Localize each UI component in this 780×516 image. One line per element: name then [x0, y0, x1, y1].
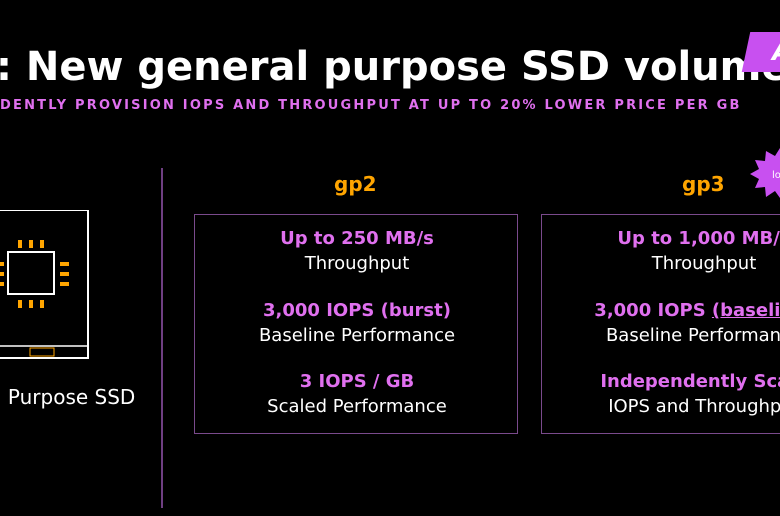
gp3-throughput-label: Throughput: [651, 253, 757, 274]
gp2-title: gp2: [334, 172, 377, 196]
gp3-scale-label: IOPS and Throughput: [608, 396, 780, 417]
vertical-divider: [161, 168, 163, 508]
slide-subtitle: DENTLY PROVISION IOPS AND THROUGHPUT AT …: [0, 98, 742, 113]
gp3-baseline-value: 3,000 IOPS (baseline): [542, 299, 780, 323]
gp2-baseline-label: Baseline Performance: [258, 325, 456, 346]
gp3-baseline-value-underlined: (baseline): [711, 300, 780, 321]
corner-badge: A: [741, 32, 780, 72]
gp3-baseline-label: Baseline Performance: [605, 325, 780, 346]
gp3-title: gp3: [682, 172, 725, 196]
gp2-throughput-label: Throughput: [304, 253, 410, 274]
gp3-throughput-value: Up to 1,000 MB/s: [617, 228, 780, 249]
ssd-label: l Purpose SSD: [0, 385, 136, 409]
gp3-stat-throughput: Up to 1,000 MB/s Throughput: [542, 227, 780, 277]
slide-title: : New general purpose SSD volume: [0, 44, 780, 90]
burst-badge-icon: lo: [750, 148, 780, 198]
gp2-throughput-value: Up to 250 MB/s: [280, 228, 434, 249]
gp3-box: Up to 1,000 MB/s Throughput 3,000 IOPS (…: [541, 214, 780, 434]
gp2-stat-baseline: 3,000 IOPS (burst) Baseline Performance: [195, 299, 519, 349]
gp3-stat-baseline: 3,000 IOPS (baseline) Baseline Performan…: [542, 299, 780, 349]
gp3-stat-scale: Independently Scale IOPS and Throughput: [542, 370, 780, 420]
gp3-scale-value: Independently Scale: [600, 371, 780, 392]
gp2-scaled-value: 3 IOPS / GB: [299, 371, 415, 392]
gp3-baseline-value-prefix: 3,000 IOPS: [594, 300, 712, 321]
ssd-chip-icon: [0, 210, 89, 359]
corner-badge-text: A: [768, 37, 780, 67]
gp2-stat-scaled: 3 IOPS / GB Scaled Performance: [195, 370, 519, 420]
gp2-box: Up to 250 MB/s Throughput 3,000 IOPS (bu…: [194, 214, 518, 434]
gp2-scaled-label: Scaled Performance: [267, 396, 447, 417]
gp2-baseline-value: 3,000 IOPS (burst): [263, 300, 451, 321]
gp2-stat-throughput: Up to 250 MB/s Throughput: [195, 227, 519, 277]
burst-badge-text: lo: [772, 170, 780, 181]
